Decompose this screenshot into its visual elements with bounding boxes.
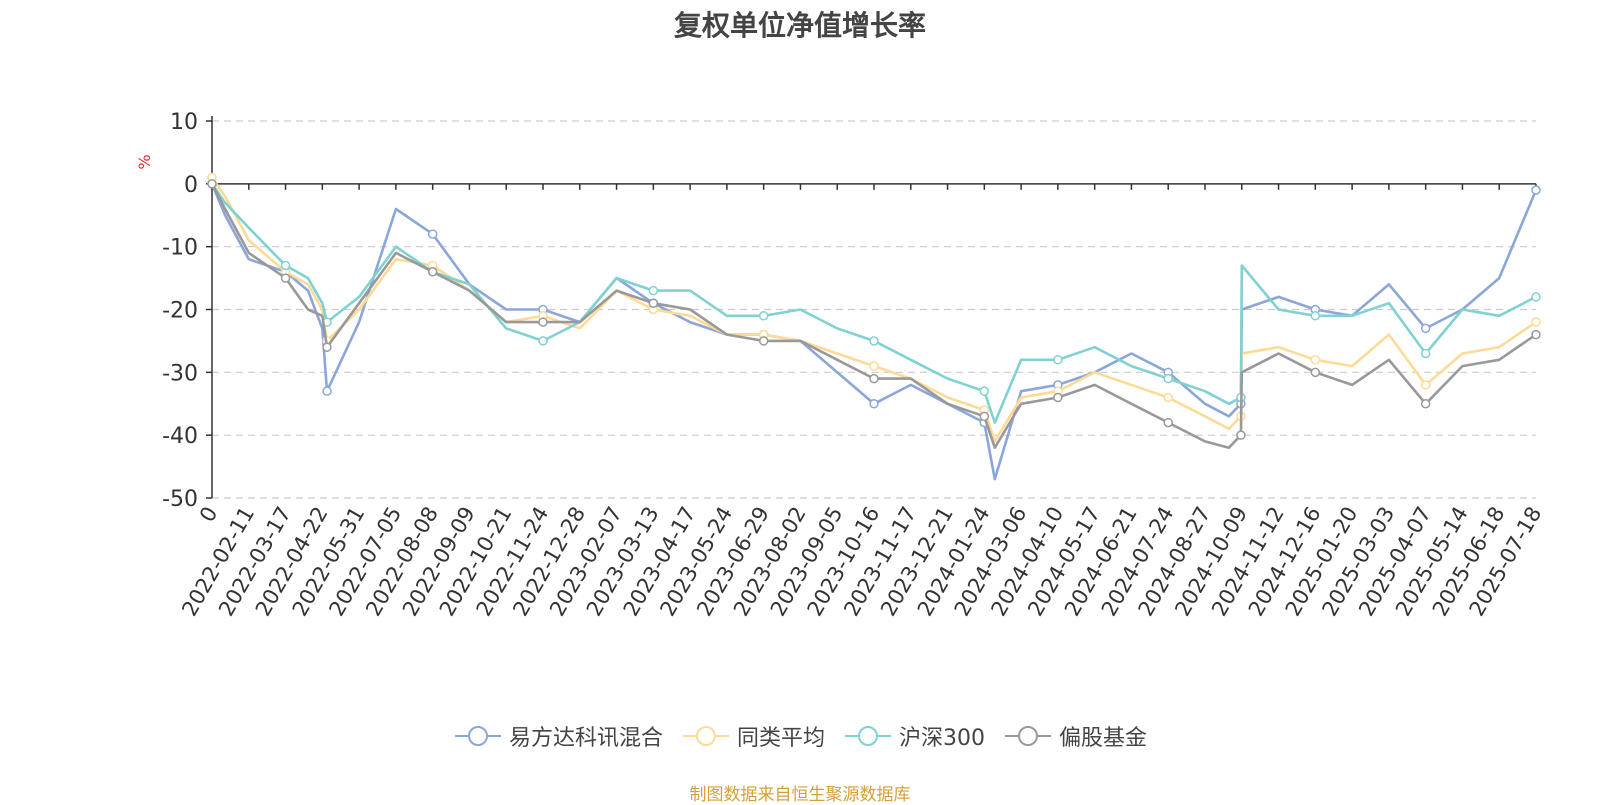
data-point [869, 361, 879, 371]
data-point [1420, 323, 1431, 334]
data-point [979, 411, 990, 422]
data-point [427, 229, 438, 239]
data-point [280, 273, 291, 283]
data-point [869, 336, 879, 346]
data-point [1531, 317, 1541, 327]
data-point [427, 267, 438, 277]
legend-item[interactable]: 同类平均 [681, 720, 825, 752]
chart-title: 复权单位净值增长率 [673, 9, 926, 42]
data-point [1163, 392, 1173, 403]
legend-item[interactable]: 偏股基金 [1003, 720, 1147, 752]
series-2 [207, 179, 1541, 424]
data-point [758, 311, 769, 321]
data-point [538, 336, 548, 346]
y-tick-label: -20 [162, 299, 198, 324]
series-0 [207, 179, 1541, 481]
y-tick-label: 10 [170, 110, 198, 135]
data-point [1420, 380, 1431, 390]
data-point [1420, 348, 1431, 359]
data-point [1310, 311, 1321, 321]
data-point [207, 179, 217, 189]
legend-label: 易方达科讯混合 [508, 726, 663, 751]
x-tick-label: 0 [195, 503, 222, 527]
data-point [1420, 399, 1431, 409]
legend-marker-icon [845, 726, 891, 746]
series-layer [207, 172, 1541, 481]
legend-label: 同类平均 [736, 726, 825, 751]
legend-marker-icon [454, 726, 501, 746]
data-point [1053, 392, 1063, 403]
data-point [1531, 292, 1541, 302]
data-point [1310, 355, 1321, 365]
data-point [1236, 430, 1246, 440]
data-point [538, 317, 548, 327]
legend-item[interactable]: 沪深300 [843, 720, 985, 752]
chart-legend: 易方达科讯混合 同类平均 沪深300 偏股基金 [0, 720, 1600, 752]
legend-label: 沪深300 [899, 726, 985, 751]
y-tick-label: -40 [162, 424, 198, 449]
data-point [1531, 329, 1541, 340]
y-tick-label: -50 [162, 487, 198, 512]
data-point [869, 373, 879, 384]
data-point [979, 386, 990, 396]
data-point [322, 342, 332, 352]
data-point [322, 386, 332, 396]
grid-layer [212, 120, 1536, 499]
legend-marker-icon [1005, 726, 1051, 746]
data-point [1310, 367, 1321, 378]
data-point [1053, 355, 1063, 365]
data-point [648, 298, 659, 308]
legend-item[interactable]: 易方达科讯混合 [453, 720, 663, 752]
y-tick-label: -10 [162, 236, 198, 261]
y-tick-label: -30 [162, 361, 198, 386]
data-point [1531, 185, 1541, 195]
data-point [1163, 417, 1173, 428]
legend-label: 偏股基金 [1059, 726, 1148, 751]
data-point [758, 336, 769, 346]
y-tick-label: 0 [184, 173, 198, 198]
data-source-note: 制图数据来自恒生聚源数据库 [689, 785, 911, 805]
data-point [1163, 373, 1173, 384]
legend-marker-icon [682, 726, 729, 746]
data-point [869, 399, 879, 409]
data-point [280, 260, 291, 271]
data-point [648, 285, 659, 296]
y-axis-label: % [135, 154, 154, 169]
series-3 [207, 179, 1541, 450]
